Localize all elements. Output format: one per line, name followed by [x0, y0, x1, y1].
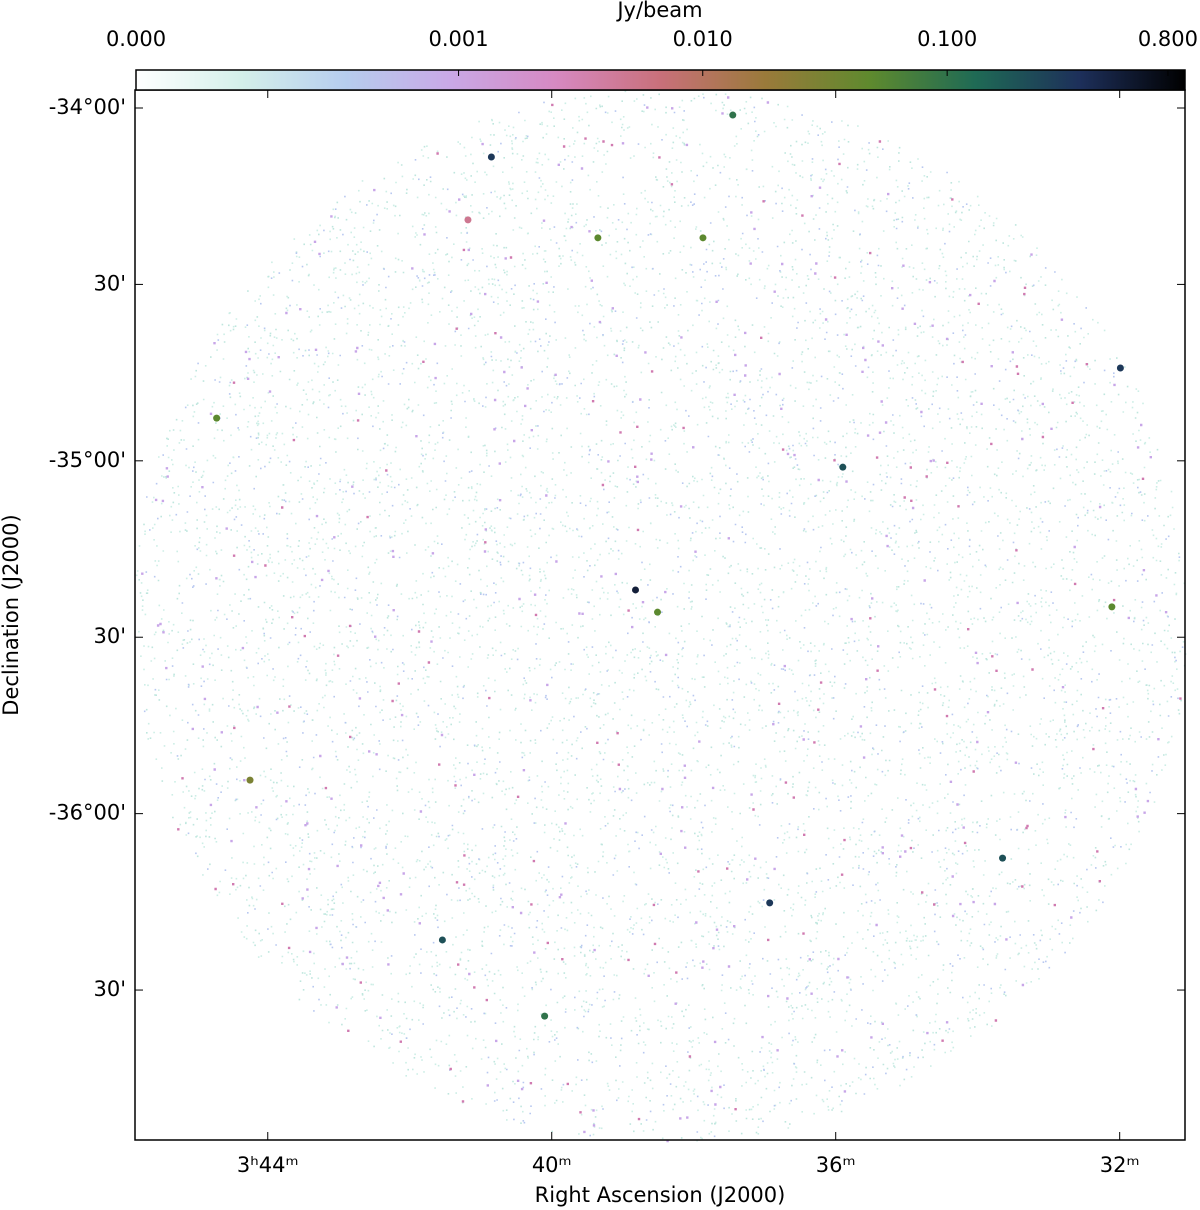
- noise-speckle: [141, 96, 1168, 1143]
- source: [487, 153, 495, 161]
- noise-speckle: [135, 90, 1187, 1142]
- colorbar-tick-label: 0.010: [673, 27, 733, 51]
- y-tick-label: -36°00': [49, 801, 126, 825]
- source: [594, 234, 602, 242]
- noise-field: [135, 90, 1187, 1143]
- plot-frame: [134, 89, 1186, 1141]
- colorbar-tick-label: 0.000: [106, 27, 166, 51]
- source: [213, 414, 221, 422]
- colorbar-tick-label: 0.100: [917, 27, 977, 51]
- x-tick-label: 32ᵐ: [1100, 1153, 1140, 1177]
- source: [1108, 603, 1116, 611]
- source: [699, 234, 707, 242]
- y-tick-label: -35°00': [49, 448, 126, 472]
- x-axis-label: Right Ascension (J2000): [535, 1183, 786, 1207]
- x-tick-label: 40ᵐ: [532, 1153, 572, 1177]
- y-tick-label: -34°00': [49, 95, 126, 119]
- colorbar-tick-label: 0.800: [1138, 27, 1198, 51]
- colorbar-tick-label: 0.001: [429, 27, 489, 51]
- source: [839, 463, 847, 471]
- y-tick-label: 30': [94, 977, 127, 1001]
- colorbar: [135, 69, 1186, 91]
- source: [654, 608, 662, 616]
- source: [999, 854, 1007, 862]
- y-tick-label: 30': [94, 271, 127, 295]
- y-axis-label: Declination (J2000): [0, 514, 23, 715]
- x-tick-label: 36ᵐ: [816, 1153, 856, 1177]
- y-tick-label: 30': [94, 624, 127, 648]
- source: [246, 776, 254, 784]
- source: [541, 1012, 549, 1020]
- source: [464, 216, 472, 224]
- source: [1116, 364, 1124, 372]
- source: [766, 899, 774, 907]
- source: [729, 111, 737, 119]
- source: [632, 586, 640, 594]
- noise-speckle: [138, 93, 1186, 1139]
- colorbar-label: Jy/beam: [615, 0, 702, 22]
- x-tick-label: 3ʰ44ᵐ: [237, 1153, 299, 1177]
- source: [438, 936, 446, 944]
